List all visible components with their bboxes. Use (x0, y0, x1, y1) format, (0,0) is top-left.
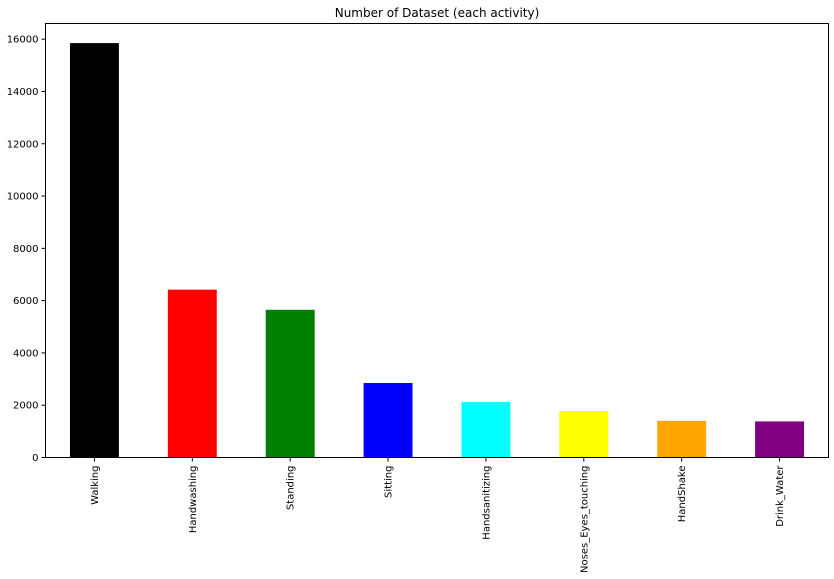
y-tick-label: 0 (32, 453, 38, 464)
y-tick-label: 8000 (13, 244, 38, 255)
y-tick-label: 4000 (13, 348, 38, 359)
y-tick-label: 6000 (13, 296, 38, 307)
bar-handshake (657, 420, 707, 458)
y-tick-label: 12000 (7, 139, 39, 150)
x-tick-label: Sitting (384, 466, 395, 498)
x-tick-label: Standing (286, 466, 297, 511)
bar-drink-water (755, 421, 805, 458)
x-tick-label: Walking (90, 466, 101, 505)
x-tick-label: HandShake (677, 466, 688, 523)
y-tick-label: 16000 (7, 35, 39, 46)
x-tick-label: Drink_Water (775, 465, 786, 527)
bar-standing (265, 309, 315, 458)
x-tick-label: Handsanitizing (481, 466, 492, 540)
chart-title: Number of Dataset (each activity) (335, 6, 540, 20)
plot-frame (45, 23, 829, 458)
x-tick-label: Noses_Eyes_touching (579, 466, 590, 573)
x-tick-label: Handwashing (188, 466, 199, 534)
bar-handwashing (167, 289, 217, 458)
bar-noses-eyes-touching (559, 410, 609, 458)
y-axis: 0 2000 4000 6000 8000 10000 12000 14000 16000 (7, 35, 46, 464)
bar-handsanitizing (461, 402, 511, 458)
bar-sitting (363, 382, 413, 458)
y-tick-label: 14000 (7, 87, 39, 98)
x-axis: Walking Handwashing Standing Sitting Handsan… (90, 457, 786, 573)
y-tick-label: 10000 (7, 192, 39, 203)
bar-walking (69, 43, 119, 458)
bars-group (69, 43, 805, 458)
y-tick-label: 2000 (13, 401, 38, 412)
